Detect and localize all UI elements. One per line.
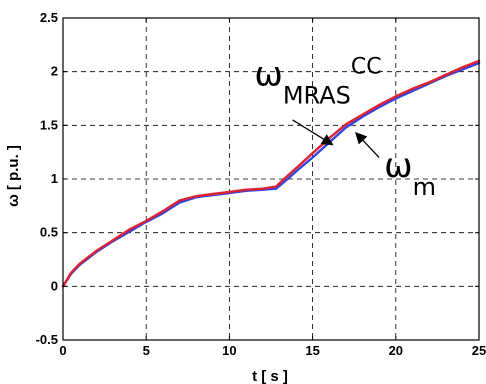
- y-tick-label: 2: [51, 64, 58, 79]
- annotation-symbol: ω: [254, 55, 282, 95]
- x-tick-label: 0: [59, 343, 66, 358]
- y-tick-label: 2.5: [40, 10, 58, 25]
- x-tick-label: 10: [222, 343, 236, 358]
- x-axis-label: t [ s ]: [252, 368, 288, 384]
- x-tick-label: 15: [305, 343, 319, 358]
- annotation-label-1: ωm: [384, 146, 436, 201]
- grid: [63, 18, 479, 340]
- y-axis-label: ω [ p.u. ]: [5, 145, 22, 207]
- annotation-superscript: CC: [351, 55, 382, 80]
- x-tick-label: 20: [389, 343, 403, 358]
- x-tick-label: 5: [143, 343, 150, 358]
- annotation-label-0: ωMRASCC: [254, 55, 381, 110]
- annotation-arrow-0: [292, 119, 334, 146]
- annotation-arrow-1: [355, 131, 380, 158]
- annotation-subscript: MRAS: [283, 82, 351, 110]
- series-group: [61, 59, 481, 288]
- annotation-subscript: m: [413, 173, 436, 201]
- annotation-symbol: ω: [384, 146, 412, 186]
- x-ticks: 0 5 10 15 20 25: [59, 18, 486, 358]
- y-tick-label: 0.5: [40, 225, 58, 240]
- x-tick-label: 25: [472, 343, 486, 358]
- y-tick-label: 1: [51, 171, 58, 186]
- series-line-0: [61, 61, 481, 288]
- series-line-1: [61, 59, 481, 288]
- y-tick-label: -0.5: [36, 332, 58, 347]
- y-tick-label: 0: [51, 278, 58, 293]
- y-ticks: -0.5 0 0.5 1 1.5 2 2.5: [36, 10, 479, 347]
- y-tick-label: 1.5: [40, 117, 58, 132]
